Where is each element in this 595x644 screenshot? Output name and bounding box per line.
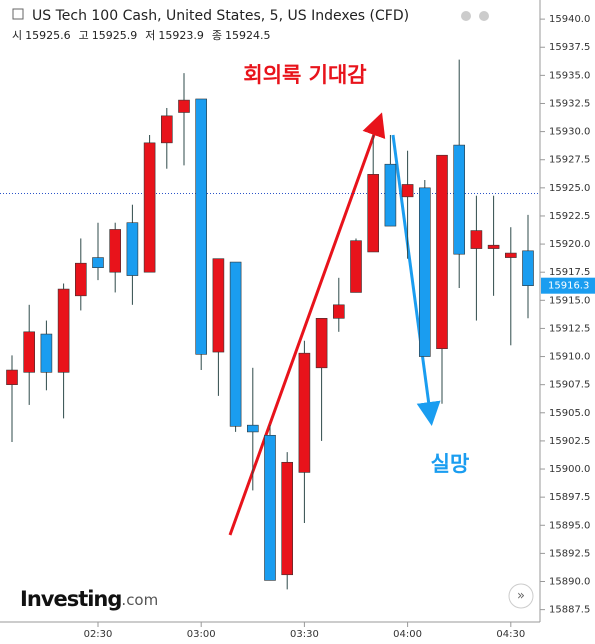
candle-body (23, 331, 36, 373)
candle-body (487, 244, 500, 249)
y-tick-label: 15917.5 (549, 267, 590, 278)
candle-body (212, 258, 225, 353)
close-icon[interactable] (479, 11, 489, 21)
y-tick-label: 15907.5 (549, 380, 590, 391)
candle-body (109, 229, 121, 273)
candle-body (92, 257, 104, 268)
y-tick-label: 15897.5 (549, 492, 590, 503)
x-tick-label: 03:00 (187, 629, 216, 640)
y-tick-label: 15902.5 (549, 436, 590, 447)
y-tick-label: 15910.0 (549, 352, 590, 363)
info-label: 저 (145, 29, 155, 42)
candle-body (75, 262, 87, 297)
candle-body (315, 318, 328, 369)
y-tick-label: 15887.5 (549, 605, 590, 616)
x-tick-label: 04:30 (496, 629, 525, 640)
candle-body (522, 250, 534, 286)
y-tick-label: 15900.0 (549, 464, 590, 475)
y-tick-label: 15927.5 (549, 155, 590, 166)
y-tick-label: 15892.5 (549, 548, 590, 559)
y-tick-label: 15932.5 (549, 98, 590, 109)
last-price-label: 15916.3 (548, 281, 589, 292)
info-label: 시 (12, 29, 22, 42)
x-tick-label: 03:30 (290, 629, 319, 640)
brand-suffix: .com (121, 591, 158, 609)
info-value: 15923.9 (158, 29, 204, 42)
candle-body (332, 304, 345, 319)
y-tick-label: 15935.0 (549, 70, 590, 81)
y-tick-label: 15925.0 (549, 183, 590, 194)
candle-body (40, 333, 53, 373)
red-arrow (228, 112, 386, 536)
y-tick-label: 15940.0 (549, 14, 590, 25)
scroll-button[interactable] (508, 583, 534, 609)
y-tick-label: 15895.0 (549, 520, 590, 531)
candle-body (247, 424, 259, 433)
candle-body (281, 461, 294, 576)
info-label: 종 (212, 29, 222, 42)
candle-body (453, 144, 466, 255)
collapse-icon[interactable] (12, 8, 24, 20)
y-tick-label: 15915.0 (549, 295, 590, 306)
candle-body (418, 187, 431, 357)
y-tick-label: 15930.0 (549, 127, 590, 138)
info-value: 15925.9 (92, 29, 138, 42)
y-tick-label: 15922.5 (549, 211, 590, 222)
candle-body (470, 230, 483, 249)
info-value: 15925.6 (25, 29, 71, 42)
blue-arrow (391, 134, 441, 426)
scroll-icon: » (517, 589, 525, 604)
y-tick-label: 15937.5 (549, 42, 590, 53)
candle-body (126, 222, 139, 276)
candle-body (298, 352, 311, 473)
y-tick-label: 15912.5 (549, 323, 590, 334)
candle-body (264, 434, 276, 581)
x-tick-label: 04:00 (393, 629, 422, 640)
candle-body (384, 163, 397, 227)
annotation: 회의록 기대감 (243, 63, 366, 87)
chart-title: US Tech 100 Cash, United States, 5, US I… (32, 8, 409, 24)
candle-body (6, 369, 18, 385)
annotation: 실망 (431, 452, 470, 476)
last-price-box (541, 277, 595, 294)
info-label: 고 (79, 29, 89, 42)
y-tick-label: 15920.0 (549, 239, 590, 250)
info-line: 시 15925.6 고 15925.9 저 15923.9 종 15924.5 (12, 29, 271, 42)
candle-body (229, 261, 242, 427)
info-value: 15924.5 (225, 29, 271, 42)
y-tick-label: 15890.0 (549, 577, 590, 588)
candle-body (161, 115, 173, 144)
brand-name: Investing (20, 587, 121, 611)
candle-body (504, 252, 517, 258)
candle-body (350, 240, 362, 293)
brand-logo: Investing.com (20, 587, 158, 611)
candle-body (178, 99, 190, 113)
candle-body (143, 142, 156, 273)
settings-icon[interactable] (461, 11, 471, 21)
candle-body (57, 288, 70, 373)
x-tick-label: 02:30 (84, 629, 113, 640)
candle-body (195, 98, 207, 355)
candle-body (367, 174, 380, 253)
candle-body (436, 154, 448, 349)
candle-body (401, 184, 414, 198)
y-tick-label: 15905.0 (549, 408, 590, 419)
